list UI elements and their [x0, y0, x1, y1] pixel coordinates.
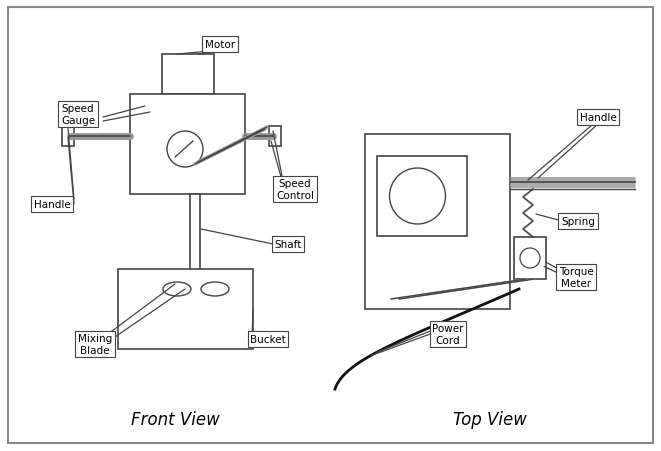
Text: Bucket: Bucket — [250, 334, 286, 344]
Text: Speed
Control: Speed Control — [276, 179, 314, 200]
Bar — [62, 127, 74, 147]
Bar — [190, 194, 200, 329]
Bar — [365, 135, 510, 309]
Bar — [162, 55, 214, 95]
Bar — [514, 238, 546, 279]
Text: Mixing
Blade: Mixing Blade — [78, 333, 112, 355]
Text: Power
Cord: Power Cord — [432, 323, 464, 345]
Bar — [377, 156, 467, 236]
Text: Shaft: Shaft — [274, 239, 301, 249]
Text: Motor: Motor — [205, 40, 235, 50]
Bar — [130, 95, 245, 194]
Text: Spring: Spring — [561, 216, 595, 226]
Bar — [118, 269, 253, 349]
Text: Torque
Meter: Torque Meter — [559, 267, 594, 288]
Circle shape — [389, 169, 446, 225]
Text: Front View: Front View — [131, 410, 219, 428]
Text: Speed
Gauge: Speed Gauge — [61, 104, 95, 125]
Ellipse shape — [163, 282, 191, 296]
Bar — [269, 127, 281, 147]
Text: Handle: Handle — [580, 113, 616, 123]
Text: Handle: Handle — [34, 199, 70, 210]
Circle shape — [167, 132, 203, 168]
Ellipse shape — [201, 282, 229, 296]
Circle shape — [520, 249, 540, 268]
Text: Top View: Top View — [453, 410, 527, 428]
